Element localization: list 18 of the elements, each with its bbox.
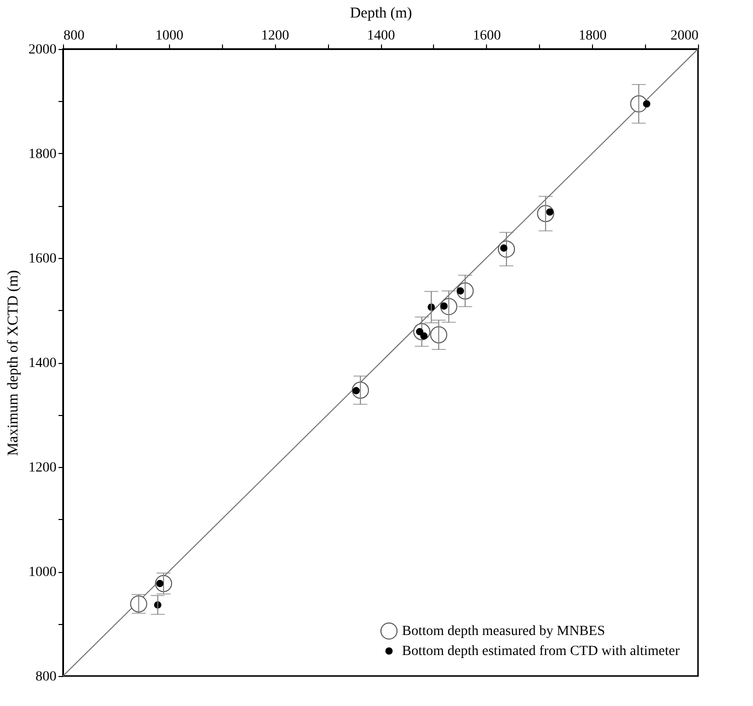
y-axis-title: Maximum depth of XCTD (m) [6,270,22,456]
y-tick-label: 800 [36,670,56,684]
x-tick-label: 800 [64,28,84,44]
y-tick-label: 2000 [28,42,56,58]
x-tick-label: 1600 [472,28,501,44]
legend-label: Bottom depth measured by MNBES [402,624,605,639]
y-tick-label: 1800 [28,147,56,162]
y-tick-label: 1000 [28,565,56,580]
x-tick-label: 1000 [155,28,184,44]
x-tick-label: 2000 [670,28,698,44]
x-tick-label: 1400 [367,28,395,44]
y-tick-label: 1200 [28,460,56,476]
y-tick-label: 1600 [28,252,56,266]
y-tick-label: 1400 [28,356,56,371]
x-tick-label: 1800 [578,28,607,44]
x-axis-title: Depth (m) [350,6,412,22]
legend-label: Bottom depth estimated from CTD with altimeter [402,644,680,659]
x-tick-label: 1200 [261,28,290,44]
